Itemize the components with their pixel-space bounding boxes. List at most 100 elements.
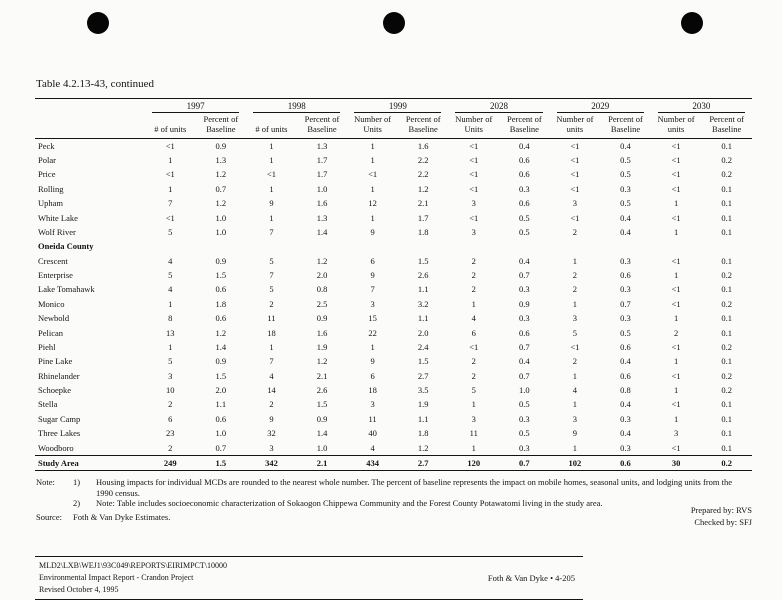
punch-hole-icon <box>681 12 703 34</box>
mcd-name-cell: White Lake <box>38 212 78 223</box>
value-cell: 13 <box>166 327 175 338</box>
value-cell: 9 <box>269 198 274 209</box>
value-cell: 0.1 <box>721 327 732 338</box>
source-label: Source: <box>36 511 62 522</box>
year-header: 1998 <box>246 99 347 113</box>
year-label: 1997 <box>152 101 240 113</box>
value-cell: 3.2 <box>417 298 429 309</box>
value-cell: 22 <box>368 327 377 338</box>
value-cell: 249 <box>145 454 196 471</box>
table-row: Three Lakes 23 1.0 32 1.4 40 1.8 11 0.5 9 0.4 3 0.1 <box>35 426 752 440</box>
mcd-name-cell: Enterprise <box>38 270 73 281</box>
value-cell: 32 <box>267 428 276 439</box>
value-cell: <1 <box>671 255 681 266</box>
value-cell: 1 <box>673 226 679 237</box>
value-cell: 3 <box>572 313 578 324</box>
value-cell: 2.0 <box>215 385 227 396</box>
value-cell: 1.0 <box>519 385 530 396</box>
value-cell <box>448 239 499 253</box>
notes-block: Note: 1) Housing impacts for individual … <box>36 477 752 523</box>
value-cell: <1 <box>671 442 681 453</box>
table-row: Oneida County <box>35 239 752 253</box>
value-cell: 8 <box>168 313 173 324</box>
value-cell: 1.4 <box>316 428 328 439</box>
value-cell: 2.7 <box>417 370 429 381</box>
value-cell: 1.5 <box>417 356 429 367</box>
value-cell: 0.1 <box>721 183 732 194</box>
source-row: Source: Foth & Van Dyke Estimates. <box>36 512 752 523</box>
value-cell: <1 <box>469 169 479 180</box>
table-row: Rhinelander 3 1.5 4 2.1 6 2.7 2 0.7 1 0.6 <1 0.2 <box>35 369 752 383</box>
value-cell: 0.2 <box>701 454 752 471</box>
value-cell: 9 <box>370 226 375 237</box>
mcd-name-cell: Sugar Camp <box>38 413 81 424</box>
value-cell: 1 <box>673 198 679 209</box>
value-cell: <1 <box>570 341 580 352</box>
value-cell: 3 <box>269 442 274 453</box>
note-item: 2) Note: Table includes socioeconomic ch… <box>36 498 752 509</box>
value-cell: 1 <box>168 298 173 309</box>
value-cell: 1 <box>269 212 274 223</box>
year-header: 1997 <box>145 99 246 113</box>
value-cell: 0.2 <box>721 169 732 180</box>
value-cell: 1.5 <box>215 270 227 281</box>
note-number: 2) <box>73 498 81 509</box>
value-cell: 5 <box>269 284 274 295</box>
footer-file-path: MLD2\LXB\WEJ1\93C049\REPORTS\EIRIMPCT\10… <box>39 561 227 570</box>
value-cell: 0.4 <box>620 399 631 410</box>
value-cell: 3 <box>572 413 578 424</box>
value-cell: 0.9 <box>215 255 227 266</box>
value-cell: 2.4 <box>417 341 429 352</box>
value-cell <box>398 239 449 253</box>
value-cell: 7 <box>269 270 274 281</box>
value-cell: 1 <box>370 341 375 352</box>
value-cell: 0.3 <box>620 442 631 453</box>
value-cell: 5 <box>572 327 578 338</box>
value-cell: 1 <box>673 356 679 367</box>
value-cell: 1.5 <box>195 454 247 471</box>
value-cell: 1.5 <box>417 255 429 266</box>
value-cell: 4 <box>269 370 274 381</box>
value-cell: <1 <box>671 298 681 309</box>
value-cell: 0.5 <box>620 198 631 209</box>
value-cell: 4 <box>168 255 173 266</box>
value-cell: 1 <box>370 140 375 151</box>
value-cell: 1.2 <box>417 442 429 453</box>
value-cell: 0.2 <box>721 341 732 352</box>
value-cell: 1 <box>168 183 173 194</box>
value-cell: 0.4 <box>519 140 530 151</box>
value-cell: 0.5 <box>519 226 530 237</box>
footer-revised-date: Revised October 4, 1995 <box>39 585 119 594</box>
table-row: Upham 7 1.2 9 1.6 12 2.1 3 0.6 3 0.5 1 0.1 <box>35 196 752 210</box>
value-cell: 0.2 <box>721 270 732 281</box>
value-cell: 0.1 <box>721 399 732 410</box>
value-cell: 1.9 <box>417 399 429 410</box>
value-cell: 1.3 <box>316 140 328 151</box>
value-cell: 0.6 <box>519 155 530 166</box>
value-cell: 0.6 <box>519 327 530 338</box>
value-cell: 7 <box>269 356 274 367</box>
value-cell: 2 <box>168 399 173 410</box>
value-cell: 15 <box>368 313 377 324</box>
value-cell: 0.6 <box>519 198 530 209</box>
value-cell: 1.6 <box>316 198 328 209</box>
value-cell: 0.4 <box>620 140 631 151</box>
value-cell: 18 <box>267 327 276 338</box>
page-footer: MLD2\LXB\WEJ1\93C049\REPORTS\EIRIMPCT\10… <box>35 556 583 600</box>
note-item: Note: 1) Housing impacts for individual … <box>36 477 752 498</box>
value-cell: 11 <box>267 313 276 324</box>
value-cell: 2 <box>269 298 274 309</box>
value-cell: 1 <box>572 298 578 309</box>
value-cell: 2.1 <box>296 454 348 471</box>
value-cell: 2.1 <box>316 370 328 381</box>
value-cell: 1.2 <box>316 356 328 367</box>
county-section-label: Oneida County <box>38 241 94 252</box>
value-cell: 0.3 <box>620 313 631 324</box>
value-cell: 1.5 <box>215 370 227 381</box>
year-header: 2030 <box>651 99 752 113</box>
value-cell: 1.0 <box>215 226 227 237</box>
value-cell: 5 <box>471 385 476 396</box>
value-cell: 1 <box>471 442 476 453</box>
value-cell: 40 <box>368 428 377 439</box>
mcd-name-cell: Woodboro <box>38 442 74 453</box>
